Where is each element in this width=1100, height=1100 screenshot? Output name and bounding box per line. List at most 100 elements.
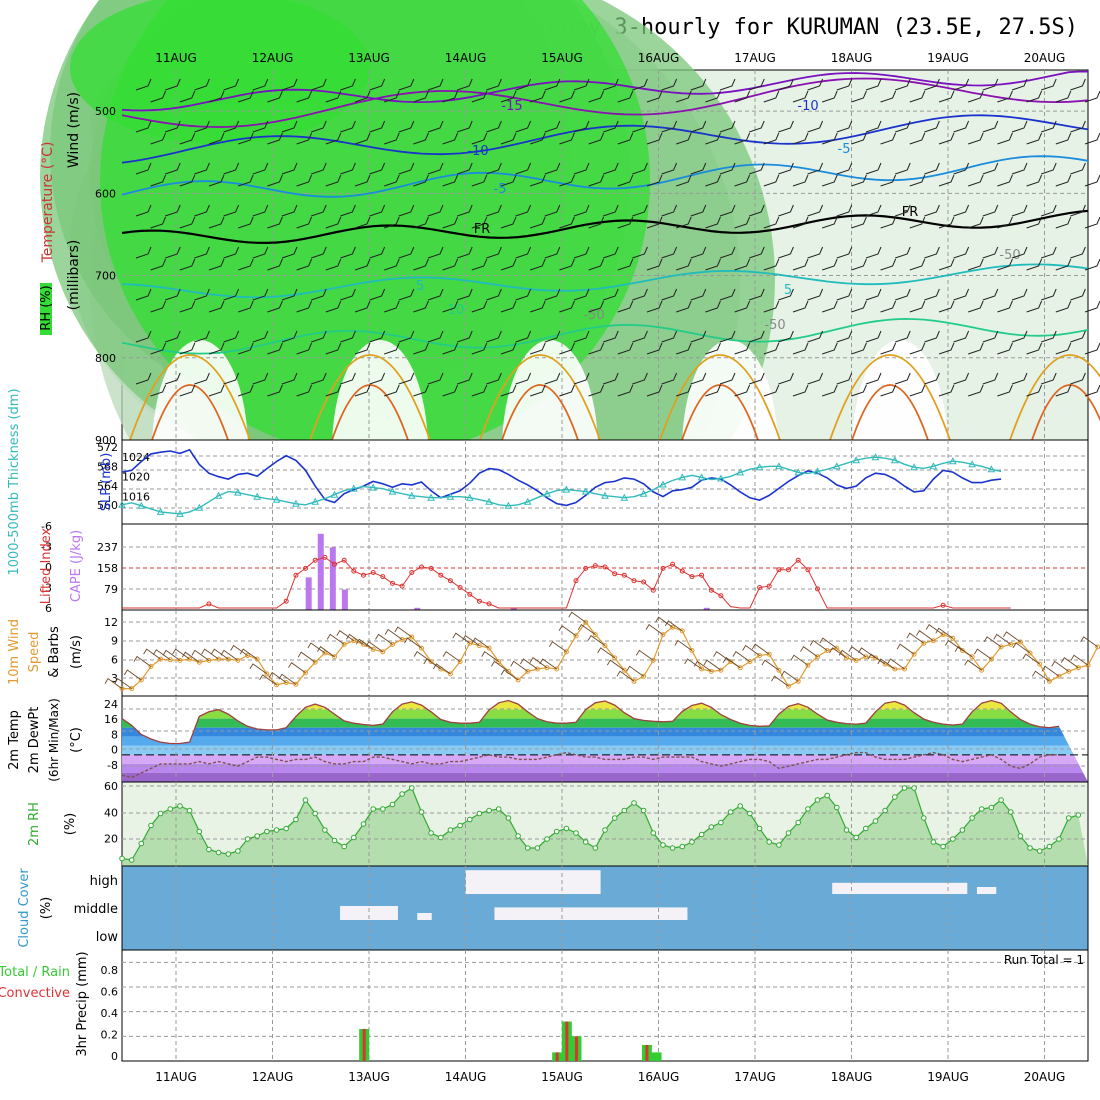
thickness-marker [717, 474, 725, 482]
wind-barb [457, 372, 473, 385]
wind-barb [530, 258, 546, 271]
upper-pressure-tick: 700 [95, 270, 116, 283]
precip-label-convective: Convective [0, 986, 70, 1001]
rh2m-marker [495, 806, 502, 812]
wind10-barb [249, 663, 268, 675]
wind10-speed-marker [554, 666, 560, 672]
wind10-barb [974, 648, 992, 660]
wind10-speed-marker [959, 648, 965, 653]
precip-convective-bar [565, 1021, 569, 1061]
wind-barb [851, 342, 867, 355]
lifted-index-tick: 0 [45, 561, 52, 574]
wind-barb [938, 300, 955, 313]
wind-barb [340, 78, 356, 91]
wind-barb [530, 342, 546, 355]
wind-barb [705, 174, 721, 187]
wind-barb [530, 174, 546, 187]
temp2m-band [122, 709, 1088, 719]
contour-label: -5 [838, 142, 851, 157]
wind10-barb [1003, 631, 1021, 643]
lifted-index-marker [699, 572, 705, 578]
thickness-marker [813, 467, 822, 475]
thickness-marker [697, 473, 706, 481]
wind-barb [982, 288, 999, 301]
wind10-barb [655, 616, 673, 628]
wind-barb [1041, 204, 1057, 217]
wind-barb [281, 78, 298, 91]
wind-barb [880, 384, 897, 397]
date-bottom-label: 12AUG [252, 1070, 294, 1084]
lifted-index-marker [689, 574, 695, 580]
wind10-barb [1060, 657, 1079, 669]
wind-barb [997, 216, 1013, 229]
lifted-index-marker [621, 572, 627, 578]
wind-barb [719, 162, 736, 175]
contour-label: FR [902, 205, 919, 220]
cloud-middle-bar [494, 907, 688, 920]
lifted-index-tick: -6 [41, 520, 52, 533]
wind-barb [238, 342, 254, 355]
rh2m-marker [389, 801, 396, 808]
wind-barb [778, 372, 794, 385]
rh2m-marker [708, 824, 715, 830]
wind-barb [603, 372, 619, 385]
thickness-marker [427, 493, 435, 501]
precip-tick: 0.8 [101, 964, 119, 977]
rh2m-marker [843, 827, 850, 833]
lifted-index-marker [602, 564, 608, 570]
wind-barb [369, 162, 386, 175]
lifted-index-label: Lifted Index [39, 527, 54, 604]
wind-barb [617, 342, 634, 355]
wind-barb [968, 216, 984, 229]
wind10-barb [462, 634, 480, 646]
wind-barb [471, 384, 488, 397]
wind-barb [267, 174, 283, 187]
wind10-barb [1022, 653, 1040, 665]
wind-barb [340, 246, 356, 259]
cloud-unit: (%) [39, 897, 54, 920]
rh2m-marker [795, 819, 802, 826]
cape-bar [317, 533, 324, 610]
wind10-barb [384, 628, 403, 640]
wind-barb [457, 246, 473, 259]
slp-tick: 1016 [122, 490, 150, 503]
wind10-speed-marker [747, 659, 753, 665]
wind-barb [384, 132, 400, 145]
wind-barb [1070, 120, 1086, 133]
cape-label: CAPE (J/kg) [69, 530, 84, 602]
wind-barb [413, 300, 429, 313]
wind-barb [165, 78, 181, 91]
wind-barb [223, 372, 240, 385]
wind-barb [938, 90, 955, 103]
rh2m-marker [1046, 843, 1053, 850]
wind-barb [471, 132, 488, 145]
wind10-tick: 3 [111, 672, 118, 685]
wind-barb [603, 162, 619, 175]
rh2m-marker [273, 827, 280, 833]
wind-barb [486, 78, 502, 91]
lifted-index-marker [718, 593, 724, 599]
date-top-label: 12AUG [252, 51, 294, 65]
date-top-label: 17AUG [734, 51, 776, 65]
wind-barb [208, 174, 225, 187]
rh2m-marker [399, 791, 405, 797]
wind-barb [924, 288, 940, 301]
wind10-barb [558, 625, 577, 637]
upper-pressure-tick: 500 [95, 105, 116, 118]
wind-barb [165, 330, 181, 343]
thickness-tick: 568 [97, 460, 118, 473]
wind-barb [792, 216, 809, 229]
cape-bar [414, 607, 421, 610]
wind-barb [968, 132, 984, 145]
wind10-speed-marker [457, 659, 463, 665]
wind-barb [661, 78, 678, 91]
wind10-speed-marker [148, 664, 154, 669]
wind-barb [340, 120, 356, 133]
lifted-index-tick: 3 [45, 582, 52, 595]
lifted-index-marker [370, 570, 376, 575]
wind-barb [369, 330, 386, 343]
temperature-contour-warm [829, 354, 951, 441]
wind-barb [398, 204, 415, 217]
wind-barb [982, 330, 999, 343]
wind10-speed-marker [650, 657, 656, 663]
